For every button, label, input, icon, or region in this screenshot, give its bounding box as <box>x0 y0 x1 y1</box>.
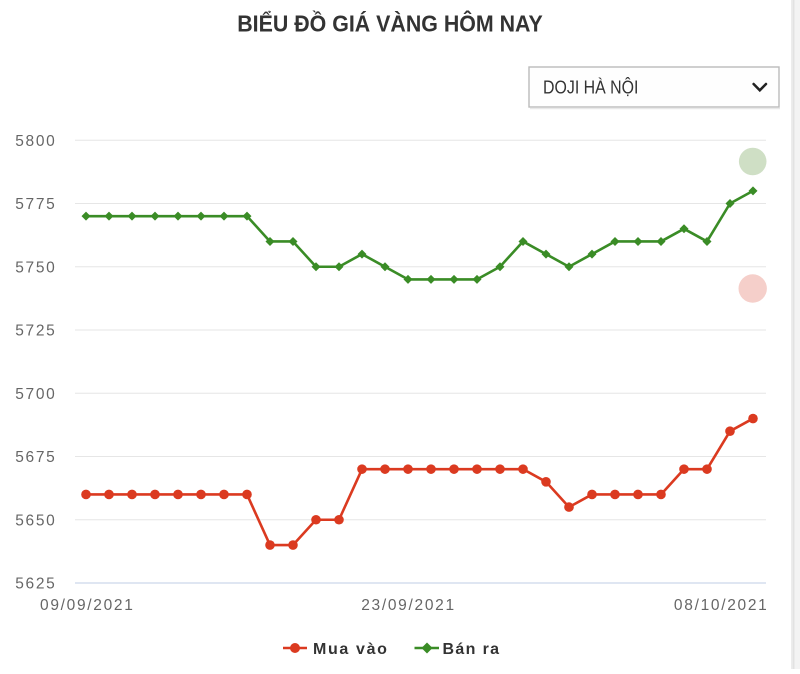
svg-text:Mua vào: Mua vào <box>313 641 389 658</box>
svg-text:5725: 5725 <box>15 323 56 340</box>
svg-text:BIỂU ĐỒ GIÁ VÀNG HÔM NAY: BIỂU ĐỒ GIÁ VÀNG HÔM NAY <box>237 11 543 37</box>
svg-text:5650: 5650 <box>15 512 56 529</box>
svg-text:5700: 5700 <box>15 386 56 403</box>
svg-text:5675: 5675 <box>15 449 56 466</box>
svg-text:5625: 5625 <box>15 576 56 593</box>
svg-text:5775: 5775 <box>15 196 56 213</box>
svg-text:23/09/2021: 23/09/2021 <box>361 597 456 614</box>
svg-text:5800: 5800 <box>15 133 56 150</box>
svg-text:08/10/2021: 08/10/2021 <box>674 597 769 614</box>
svg-text:Bán ra: Bán ra <box>443 641 501 658</box>
svg-text:DOJI HÀ NỘI: DOJI HÀ NỘI <box>543 76 638 97</box>
svg-text:5750: 5750 <box>15 259 56 276</box>
svg-text:09/09/2021: 09/09/2021 <box>40 597 135 614</box>
